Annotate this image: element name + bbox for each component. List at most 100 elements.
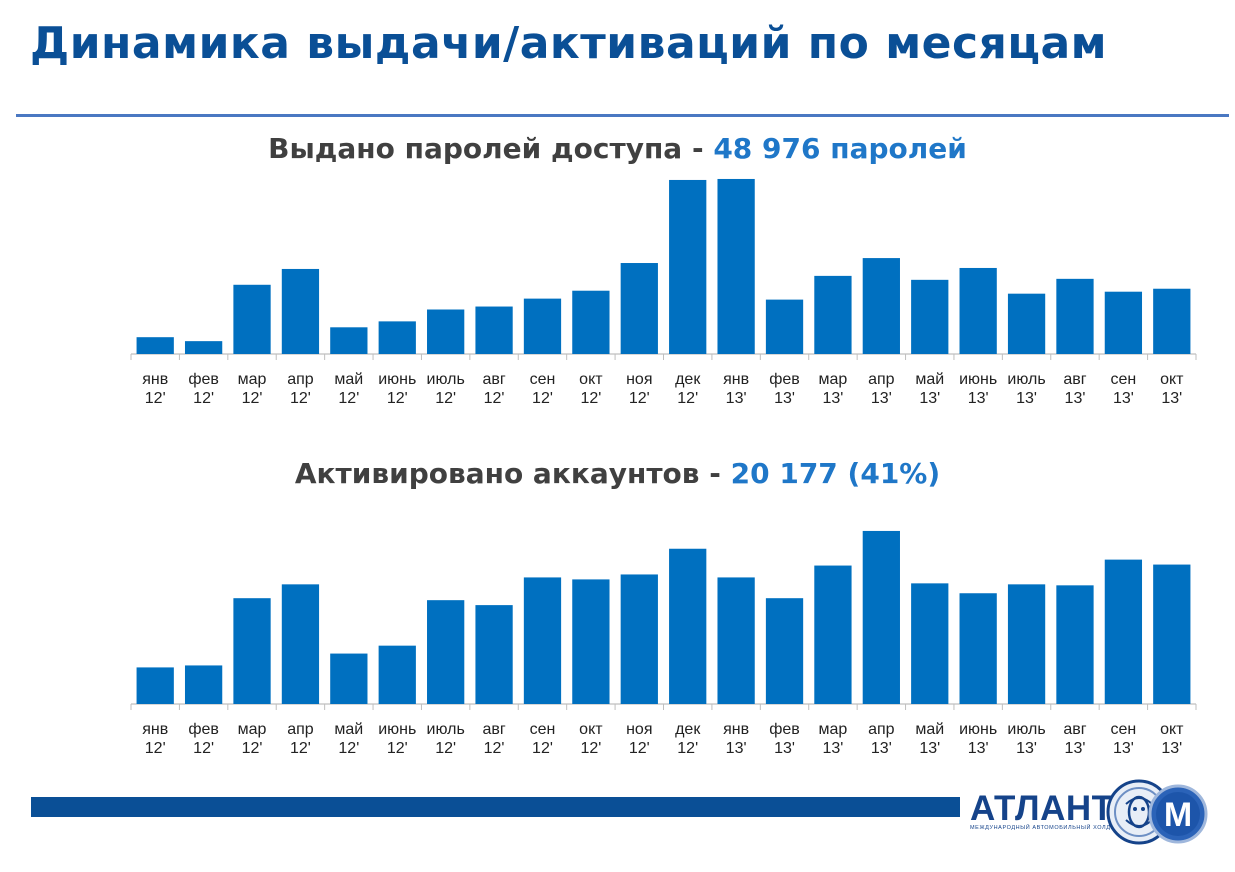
- x-tick-label-month: авг: [1063, 721, 1086, 738]
- bar-passwords-2: [233, 284, 271, 354]
- x-tick-label-year: 13': [1113, 390, 1134, 407]
- bar-passwords-9: [572, 290, 610, 354]
- title-divider: [16, 114, 1229, 117]
- bar-activations-20: [1104, 559, 1143, 704]
- x-tick-label-month: янв: [723, 371, 749, 388]
- bar-activations-13: [765, 598, 804, 704]
- x-tick-label-month: июль: [1007, 721, 1045, 738]
- x-tick-label-month: дек: [675, 721, 701, 738]
- x-tick-label-year: 13': [726, 740, 747, 757]
- x-tick-label-month: фев: [769, 721, 800, 738]
- x-tick-label-year: 12': [387, 390, 408, 407]
- bar-activations-21: [1153, 564, 1191, 704]
- x-tick-label-year: 13': [726, 390, 747, 407]
- bar-activations-11: [669, 548, 707, 704]
- x-tick-label-year: 12': [387, 740, 408, 757]
- bar-activations-3: [281, 584, 320, 704]
- x-tick-label-year: 13': [919, 740, 940, 757]
- bar-passwords-16: [911, 279, 949, 354]
- x-tick-label-month: янв: [723, 721, 749, 738]
- x-tick-label-month: янв: [142, 721, 168, 738]
- x-tick-label-month: фев: [188, 721, 219, 738]
- x-tick-label-month: май: [915, 721, 944, 738]
- bar-passwords-12: [717, 178, 755, 354]
- x-tick-label-year: 12': [193, 740, 214, 757]
- page-title: Динамика выдачи/активаций по месяцам: [30, 18, 1108, 69]
- bar-activations-6: [427, 600, 465, 704]
- x-tick-label-year: 12': [484, 740, 505, 757]
- x-tick-label-month: мар: [819, 371, 848, 388]
- x-tick-label-month: май: [915, 371, 944, 388]
- x-tick-label-year: 12': [145, 740, 166, 757]
- x-tick-label-month: мар: [238, 721, 267, 738]
- x-tick-label-month: май: [334, 721, 363, 738]
- bar-activations-5: [378, 645, 416, 704]
- x-tick-label-year: 12': [532, 390, 553, 407]
- x-tick-label-year: 13': [871, 740, 892, 757]
- x-tick-label-year: 13': [1113, 740, 1134, 757]
- bar-activations-18: [1007, 584, 1046, 704]
- x-tick-label-year: 12': [145, 390, 166, 407]
- bar-passwords-8: [523, 298, 562, 354]
- x-tick-label-month: апр: [287, 371, 314, 388]
- x-tick-label-year: 13': [774, 740, 795, 757]
- bar-passwords-20: [1104, 291, 1143, 354]
- bar-activations-12: [717, 577, 755, 704]
- bar-activations-7: [475, 605, 513, 704]
- bar-activations-15: [862, 530, 900, 704]
- x-tick-label-month: мар: [819, 721, 848, 738]
- x-tick-label-year: 12': [338, 390, 359, 407]
- bar-activations-4: [330, 653, 368, 704]
- x-tick-label-month: июль: [427, 371, 465, 388]
- bar-activations-16: [911, 583, 949, 704]
- x-tick-label-year: 13': [1016, 740, 1037, 757]
- bar-passwords-15: [862, 258, 900, 354]
- x-tick-label-year: 12': [338, 740, 359, 757]
- bar-activations-17: [959, 593, 997, 704]
- bar-passwords-5: [378, 321, 416, 354]
- company-logo: АТЛАНТ МЕЖДУНАРОДНЫЙ АВТОМОБИЛЬНЫЙ ХОЛДИ…: [968, 778, 1218, 848]
- bar-passwords-7: [475, 306, 513, 354]
- bar-passwords-19: [1056, 278, 1094, 354]
- x-tick-label-year: 13': [774, 390, 795, 407]
- bar-activations-9: [572, 579, 610, 704]
- x-tick-label-month: ноя: [626, 371, 652, 388]
- x-tick-label-year: 13': [1065, 390, 1086, 407]
- bar-passwords-4: [330, 327, 368, 354]
- x-tick-label-year: 13': [968, 390, 989, 407]
- x-tick-label-month: окт: [579, 721, 603, 738]
- x-tick-label-month: авг: [482, 371, 505, 388]
- x-tick-label-year: 12': [242, 740, 263, 757]
- svg-text:M: M: [1164, 796, 1192, 834]
- x-tick-label-month: июль: [427, 721, 465, 738]
- bar-passwords-0: [136, 337, 174, 354]
- bar-passwords-1: [184, 341, 223, 354]
- x-tick-label-year: 13': [823, 390, 844, 407]
- x-tick-label-year: 13': [1161, 390, 1182, 407]
- x-tick-label-month: фев: [769, 371, 800, 388]
- x-tick-label-year: 13': [968, 740, 989, 757]
- x-tick-label-year: 12': [435, 740, 456, 757]
- x-tick-label-month: дек: [675, 371, 701, 388]
- x-tick-label-month: окт: [1160, 721, 1184, 738]
- x-tick-label-year: 12': [532, 740, 553, 757]
- x-tick-label-month: июнь: [378, 721, 416, 738]
- x-tick-label-month: ноя: [626, 721, 652, 738]
- logo-tagline: МЕЖДУНАРОДНЫЙ АВТОМОБИЛЬНЫЙ ХОЛДИНГ: [970, 825, 1124, 831]
- x-tick-label-month: апр: [287, 721, 314, 738]
- x-tick-label-year: 12': [580, 740, 601, 757]
- bar-passwords-14: [814, 275, 852, 354]
- chart-2-title-text: Активировано аккаунтов -: [294, 457, 731, 490]
- x-tick-label-month: фев: [188, 371, 219, 388]
- atlant-m-emblem-icon: M: [1106, 779, 1208, 845]
- x-tick-label-month: сен: [530, 371, 556, 388]
- x-tick-label-year: 12': [242, 390, 263, 407]
- bar-passwords-17: [959, 267, 997, 354]
- bar-passwords-10: [620, 263, 658, 354]
- bar-activations-8: [523, 577, 562, 704]
- x-tick-label-year: 12': [193, 390, 214, 407]
- bar-activations-1: [184, 665, 223, 704]
- x-tick-label-month: авг: [1063, 371, 1086, 388]
- bar-passwords-21: [1153, 288, 1191, 354]
- x-tick-label-month: янв: [142, 371, 168, 388]
